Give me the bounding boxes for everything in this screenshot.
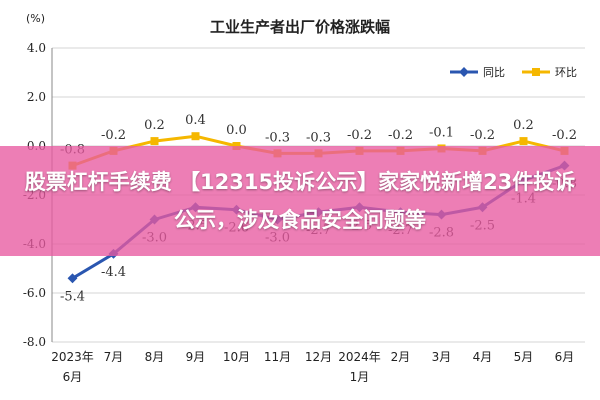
x-tick-label: 2月 (391, 350, 411, 364)
legend-marker (459, 67, 469, 77)
data-label: -0.3 (306, 130, 331, 145)
x-tick-label: 1月 (350, 370, 370, 384)
x-tick-label: 6月 (555, 350, 575, 364)
x-tick-label: 6月 (63, 370, 83, 384)
data-point (191, 132, 200, 141)
data-point (150, 137, 159, 146)
y-tick-label: 2.0 (27, 90, 46, 104)
chart-title: 工业生产者出厂价格涨跌幅 (210, 18, 390, 36)
data-label: -0.2 (470, 128, 495, 143)
x-tick-label: 12月 (305, 350, 332, 364)
y-tick-label: -8.0 (23, 335, 46, 349)
x-tick-label: 2024年 (338, 350, 381, 364)
data-label: 0.0 (226, 123, 247, 138)
promo-banner[interactable]: 股票杠杆手续费 【12315投诉公示】家家悦新增23件投诉公示，涉及食品安全问题… (0, 146, 600, 256)
x-tick-label: 5月 (514, 350, 534, 364)
data-point (519, 137, 528, 146)
legend-label: 环比 (555, 66, 577, 79)
data-label: 0.2 (513, 118, 534, 133)
legend-marker (532, 68, 540, 76)
data-label: -0.2 (388, 128, 413, 143)
legend-label: 同比 (483, 66, 505, 79)
x-tick-label: 10月 (223, 350, 250, 364)
x-tick-label: 2023年 (51, 350, 94, 364)
data-label: -5.4 (60, 289, 85, 304)
x-tick-label: 9月 (186, 350, 206, 364)
data-label: -0.2 (347, 128, 372, 143)
y-tick-label: -6.0 (23, 286, 46, 300)
data-label: -0.2 (101, 128, 126, 143)
data-label: -0.3 (265, 130, 290, 145)
y-unit-label: (%) (26, 12, 45, 25)
data-label: 0.2 (144, 118, 165, 133)
x-tick-label: 7月 (104, 350, 124, 364)
y-tick-label: 4.0 (27, 41, 46, 55)
x-tick-label: 4月 (473, 350, 493, 364)
x-tick-label: 8月 (145, 350, 165, 364)
banner-text: 股票杠杆手续费 【12315投诉公示】家家悦新增23件投诉公示，涉及食品安全问题… (24, 170, 576, 232)
x-tick-label: 3月 (432, 350, 452, 364)
x-tick-label: 11月 (264, 350, 291, 364)
data-label: -4.4 (101, 265, 126, 280)
data-label: -0.2 (552, 128, 577, 143)
data-label: 0.4 (185, 113, 206, 128)
chart-legend: 同比 环比 (450, 66, 577, 79)
data-label: -0.1 (429, 125, 454, 140)
